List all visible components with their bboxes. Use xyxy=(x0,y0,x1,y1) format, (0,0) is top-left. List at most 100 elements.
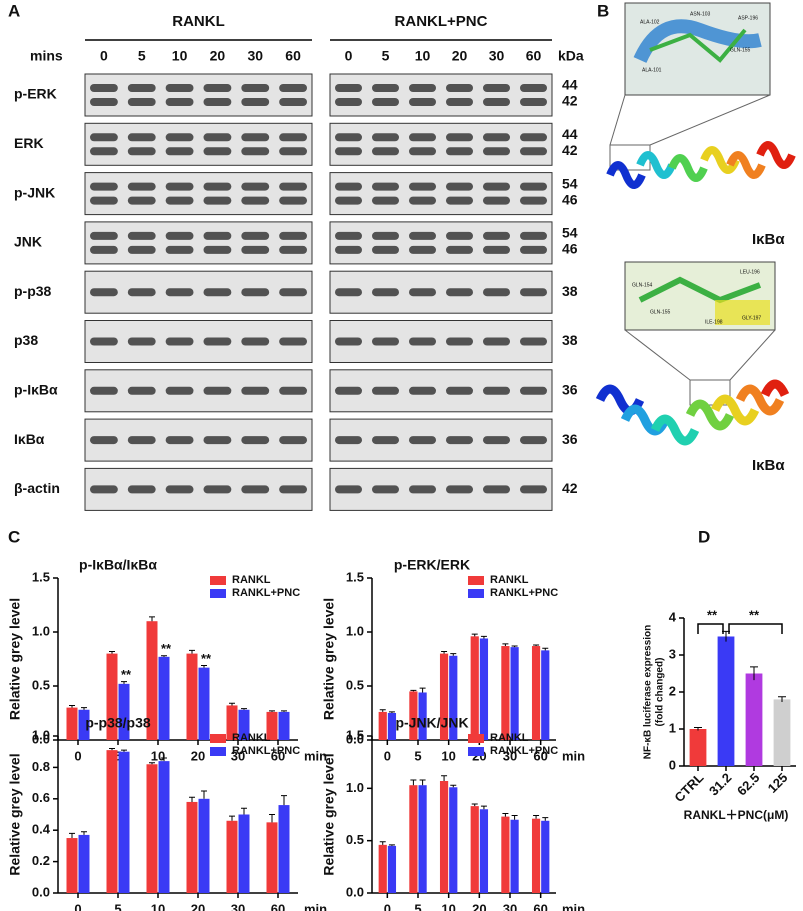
kda-label: 54 xyxy=(562,175,578,191)
error-bar xyxy=(502,643,509,647)
bar xyxy=(78,834,90,893)
band xyxy=(279,147,307,156)
band xyxy=(241,98,270,106)
bar xyxy=(449,787,458,893)
blot-box xyxy=(84,172,313,216)
y-tick-label: 1.0 xyxy=(32,623,50,638)
bar xyxy=(387,845,397,893)
legend-swatch xyxy=(468,589,484,598)
x-tick-label: 30 xyxy=(503,901,517,911)
band xyxy=(483,337,510,346)
bar xyxy=(387,713,397,740)
band xyxy=(90,288,118,297)
x-tick-label: 60 xyxy=(271,748,285,763)
band xyxy=(127,133,156,142)
bar xyxy=(118,683,130,740)
x-tick-label: 0 xyxy=(384,748,391,763)
band xyxy=(127,337,156,346)
structure-label: IκBα xyxy=(752,231,785,248)
band xyxy=(165,182,194,191)
blot-box xyxy=(329,221,553,265)
inset-ligand xyxy=(638,276,762,304)
blot-box xyxy=(84,320,313,363)
band xyxy=(335,337,362,346)
error-bar xyxy=(471,633,478,637)
bar xyxy=(378,844,387,893)
band xyxy=(335,231,362,240)
residue-label: ALA-101 xyxy=(642,67,662,73)
blot-box xyxy=(329,369,553,413)
band xyxy=(446,182,473,191)
panel-label: B xyxy=(597,1,609,20)
row-label: JNK xyxy=(14,234,42,250)
error-bar xyxy=(189,796,195,802)
error-bar xyxy=(480,635,487,639)
error-bar xyxy=(281,710,287,712)
band xyxy=(520,196,547,205)
error-bar xyxy=(149,616,155,622)
x-axis-label: min xyxy=(562,748,585,763)
x-tick-label: 60 xyxy=(533,901,547,911)
row-label: p-IκBα xyxy=(14,382,58,398)
helix xyxy=(726,151,766,179)
x-axis-label: min xyxy=(304,901,327,911)
x-axis-label: min xyxy=(562,901,585,911)
band xyxy=(409,196,436,205)
blot-box xyxy=(84,73,313,117)
band xyxy=(483,436,510,445)
inset-helix xyxy=(633,19,762,64)
bar xyxy=(531,818,541,893)
band xyxy=(203,147,232,156)
band xyxy=(279,133,307,142)
error-bar xyxy=(161,757,167,762)
band xyxy=(165,231,194,240)
band xyxy=(165,133,194,142)
x-tick-label: 31.2 xyxy=(706,770,735,799)
error-bar xyxy=(511,645,518,648)
band xyxy=(203,133,232,142)
band xyxy=(446,436,473,445)
error-bar xyxy=(201,664,207,668)
error-bar xyxy=(694,727,702,731)
bar xyxy=(439,653,449,740)
bar xyxy=(510,819,519,893)
error-bar xyxy=(471,803,478,807)
band xyxy=(520,337,547,346)
error-bar xyxy=(379,709,386,712)
blot-box xyxy=(329,73,553,117)
band xyxy=(279,98,307,106)
band xyxy=(241,436,270,445)
error-bar xyxy=(269,710,275,712)
row-label: p-p38 xyxy=(14,283,52,299)
band xyxy=(483,98,510,106)
blot-box xyxy=(84,270,313,314)
band xyxy=(241,182,270,191)
y-tick-label: 1.0 xyxy=(32,727,50,742)
error-bar xyxy=(201,790,207,799)
helix xyxy=(636,151,676,179)
y-axis-label: Relative grey level xyxy=(7,598,23,720)
band xyxy=(409,245,436,254)
bar xyxy=(439,781,449,893)
band xyxy=(335,485,362,494)
x-tick-label: 5 xyxy=(114,901,121,911)
legend-swatch xyxy=(210,734,226,743)
bar xyxy=(266,822,278,893)
residue-label: ALA-102 xyxy=(640,19,660,25)
time-label: 10 xyxy=(415,48,431,64)
band xyxy=(127,436,156,445)
band xyxy=(241,84,270,92)
error-bar xyxy=(419,779,426,786)
error-bar xyxy=(161,655,167,657)
band xyxy=(446,98,473,106)
bar xyxy=(531,646,541,740)
y-tick-label: 1.0 xyxy=(346,623,364,638)
error-bar xyxy=(410,779,417,786)
x-tick-label: 20 xyxy=(191,748,205,763)
bar xyxy=(146,764,158,893)
bar xyxy=(501,816,510,893)
band xyxy=(127,386,156,395)
band xyxy=(335,386,362,395)
band xyxy=(279,196,307,205)
